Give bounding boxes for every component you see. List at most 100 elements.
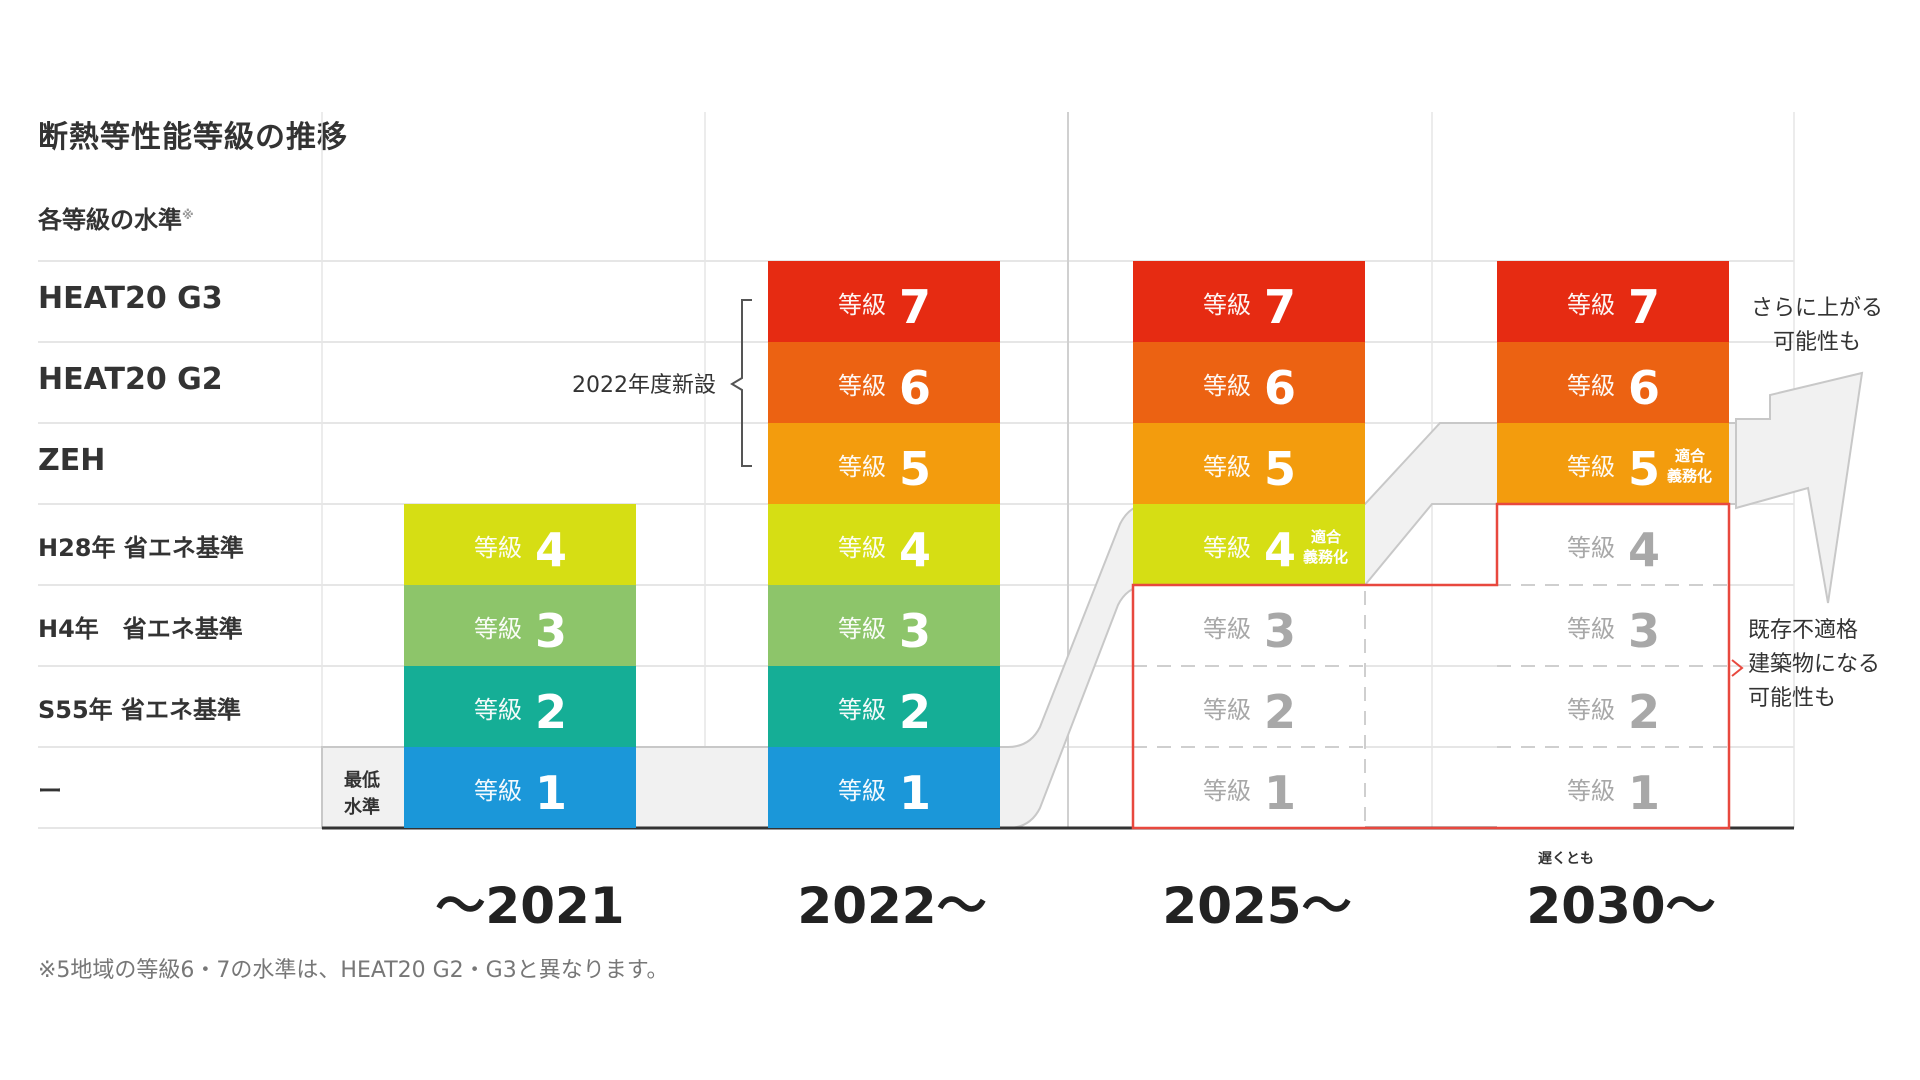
grade-block-1 <box>404 747 636 828</box>
period-column-2: 等級 1 等級 2 等級 3 等級 4 等級 5 等級 6 等級 7 <box>768 261 1000 828</box>
grade-number-label: 3 <box>899 604 931 658</box>
nonconform-note-line-3: 可能性も <box>1748 686 1837 711</box>
grade-prefix-label: 等級 <box>474 777 522 805</box>
grade-block-6 <box>1133 342 1365 423</box>
grade-prefix-label: 等級 <box>1203 291 1251 319</box>
year-label-4: 2030〜 <box>1526 877 1716 935</box>
row-label-level-4: H28年 省エネ基準 <box>38 534 244 562</box>
chart-title: 断熱等性能等級の推移 <box>38 120 348 155</box>
new-2022-bracket <box>730 299 752 467</box>
grade-number-label: 1 <box>899 766 931 820</box>
new-2022-label: 2022年度新設 <box>572 373 716 398</box>
grade-prefix-label: 等級 <box>1203 615 1251 643</box>
grade-number-label: 1 <box>1628 766 1660 820</box>
grade-number-label: 4 <box>535 523 567 577</box>
grade-prefix-label: 等級 <box>838 534 886 562</box>
rise-note-line-1: さらに上がる <box>1750 296 1883 321</box>
grade-block-7 <box>768 261 1000 342</box>
grade-block-3 <box>768 585 1000 666</box>
grade-prefix-label: 等級 <box>1567 372 1615 400</box>
period-column-1: 等級 1 等級 2 等級 3 等級 4 <box>404 504 636 828</box>
row-header: 各等級の水準※ <box>38 200 194 235</box>
mandatory-label-1: 適合 <box>1311 528 1342 546</box>
grade-number-label: 7 <box>1264 280 1296 334</box>
rise-note-line-2: 可能性も <box>1772 330 1861 355</box>
grade-number-label: 4 <box>1628 523 1660 577</box>
grade-number-label: 1 <box>535 766 567 820</box>
nonconform-pointer <box>1731 659 1744 677</box>
grade-block-7 <box>1497 261 1729 342</box>
grade-block-6 <box>1497 342 1729 423</box>
at-latest-note: 遅くとも <box>1538 851 1594 867</box>
grade-block-5 <box>768 423 1000 504</box>
nonconforming-outline <box>1131 502 1731 830</box>
grade-number-label: 6 <box>1264 361 1296 415</box>
row-label-level-6: HEAT20 G2 <box>38 362 223 397</box>
nonconform-note: 既存不適格 建築物になる 可能性も <box>1748 614 1880 716</box>
grade-number-label: 5 <box>899 442 931 496</box>
grade-block-7 <box>1133 261 1365 342</box>
year-label-2: 2022〜 <box>797 877 987 935</box>
mandatory-label-2: 義務化 <box>1303 548 1348 566</box>
mandatory-label-2: 義務化 <box>1667 467 1712 485</box>
grade-block-inactive-3 <box>1133 585 1365 666</box>
grade-block-1 <box>768 747 1000 828</box>
grade-prefix-label: 等級 <box>1203 372 1251 400</box>
grade-block-3 <box>404 585 636 666</box>
rise-note: さらに上がる 可能性も <box>1742 292 1892 360</box>
grade-prefix-label: 等級 <box>1203 696 1251 724</box>
grade-number-label: 2 <box>1628 685 1660 739</box>
grade-prefix-label: 等級 <box>474 696 522 724</box>
grade-number-label: 2 <box>899 685 931 739</box>
grade-block-inactive-2 <box>1497 666 1729 747</box>
nonconform-note-line-1: 既存不適格 <box>1748 618 1859 643</box>
grade-number-label: 6 <box>899 361 931 415</box>
minimum-level-label-2: 水準 <box>344 796 380 818</box>
grade-block-inactive-3 <box>1497 585 1729 666</box>
grade-block-5 <box>1133 423 1365 504</box>
grade-number-label: 5 <box>1628 442 1660 496</box>
grade-prefix-label: 等級 <box>1203 777 1251 805</box>
row-label-level-2: S55年 省エネ基準 <box>38 696 242 724</box>
grade-number-label: 1 <box>1264 766 1296 820</box>
grade-prefix-label: 等級 <box>838 696 886 724</box>
grade-prefix-label: 等級 <box>474 615 522 643</box>
grade-block-5 <box>1497 423 1729 504</box>
row-header-mark: ※ <box>182 208 194 222</box>
grade-prefix-label: 等級 <box>1567 453 1615 481</box>
grade-number-label: 5 <box>1264 442 1296 496</box>
mandatory-label-1: 適合 <box>1675 447 1706 465</box>
row-label-level-7: HEAT20 G3 <box>38 281 223 316</box>
grade-number-label: 4 <box>899 523 931 577</box>
grade-prefix-label: 等級 <box>1203 453 1251 481</box>
grade-block-2 <box>768 666 1000 747</box>
grade-number-label: 6 <box>1628 361 1660 415</box>
grade-prefix-label: 等級 <box>1567 777 1615 805</box>
row-label-level-3: H4年 省エネ基準 <box>38 615 243 643</box>
grade-block-inactive-1 <box>1497 747 1729 828</box>
grade-prefix-label: 等級 <box>838 291 886 319</box>
row-label-level-5: ZEH <box>38 443 106 478</box>
grade-prefix-label: 等級 <box>474 534 522 562</box>
grade-prefix-label: 等級 <box>838 453 886 481</box>
grade-prefix-label: 等級 <box>1567 291 1615 319</box>
grade-block-inactive-1 <box>1133 747 1365 828</box>
grade-number-label: 3 <box>1628 604 1660 658</box>
year-label-1: 〜2021 <box>435 877 625 935</box>
grade-block-2 <box>404 666 636 747</box>
grade-number-label: 7 <box>899 280 931 334</box>
grade-number-label: 2 <box>1264 685 1296 739</box>
grade-prefix-label: 等級 <box>838 372 886 400</box>
upward-arrow-head <box>1735 371 1864 604</box>
grade-block-4 <box>404 504 636 585</box>
grade-block-4 <box>768 504 1000 585</box>
grade-number-label: 2 <box>535 685 567 739</box>
grade-block-6 <box>768 342 1000 423</box>
grade-number-label: 3 <box>535 604 567 658</box>
grade-number-label: 7 <box>1628 280 1660 334</box>
grade-block-inactive-4 <box>1497 504 1729 585</box>
grade-number-label: 4 <box>1264 523 1296 577</box>
grade-prefix-label: 等級 <box>1567 696 1615 724</box>
